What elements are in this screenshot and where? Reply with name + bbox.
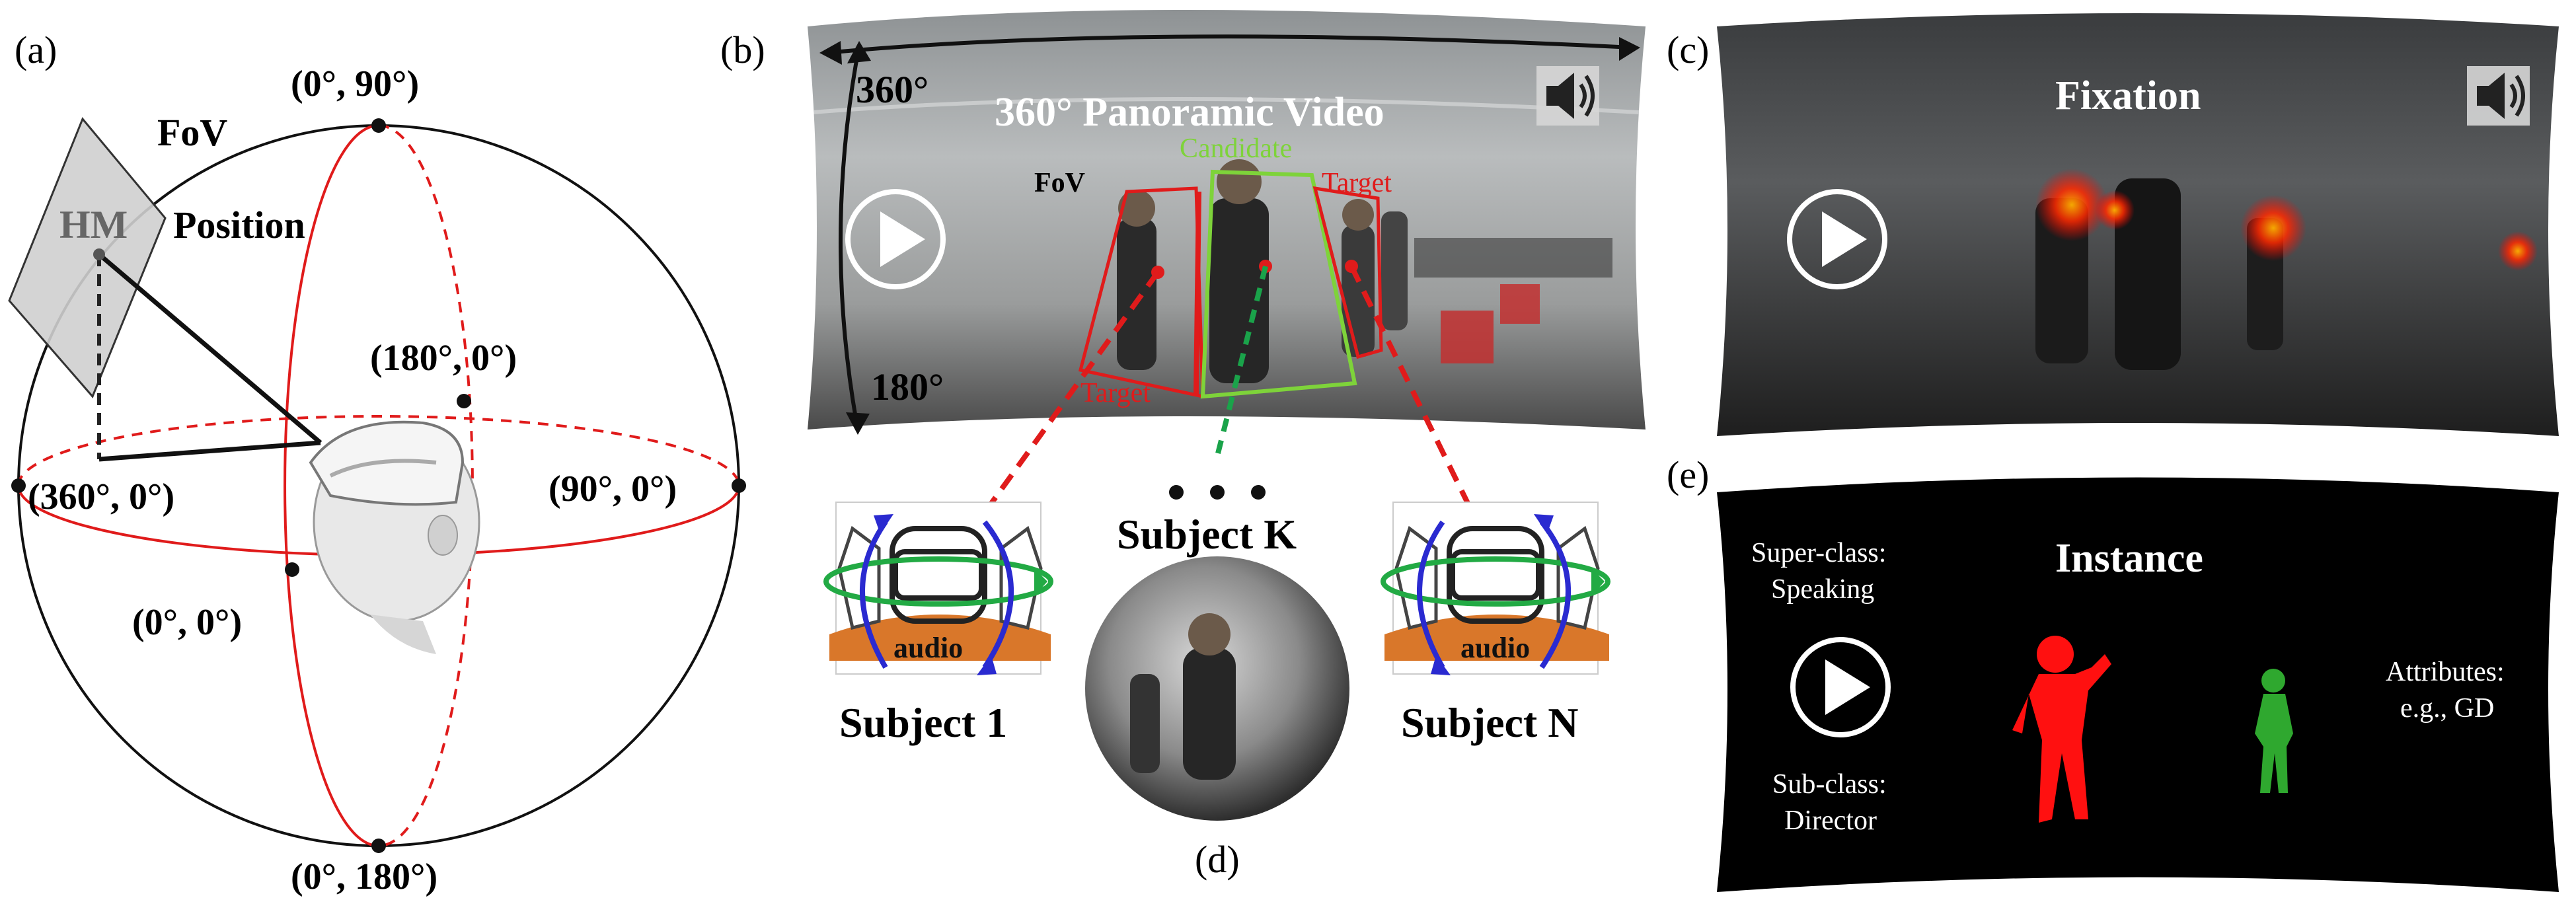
vertical-extent-label: 180° [871,365,944,408]
coord-bottom: (0°, 180°) [291,856,437,897]
sub-class-label: Sub-class: [1772,769,1887,800]
panel-c: (c) Fixation [1667,13,2559,436]
panel-a-label: (a) [15,28,57,71]
vr-headset-icon [309,420,480,654]
coord-left: (360°, 0°) [28,476,174,517]
super-class-value: Speaking [1771,574,1874,605]
panel-e-label: (e) [1667,453,1709,496]
fixation-heat-4 [2498,231,2538,271]
fixation-person-2 [2115,178,2181,370]
point-front [285,562,299,577]
fov-label: FoV [157,111,227,154]
hm-label: HM [59,203,128,246]
point-back [457,394,471,408]
hm-ray [97,252,322,445]
subject-n-label: Subject N [1401,699,1578,746]
meridian-back [378,124,474,847]
subject-1-icon: audio [823,502,1053,675]
attributes-label: Attributes: [2386,657,2505,687]
panel-b: (b) FoV Candidate Target Target [720,10,1646,746]
fixation-heat-2 [2095,190,2135,230]
panel-e: (e) Instance Super-class: Speaking Sub-c… [1667,453,2559,892]
link-subject-k [1215,266,1268,457]
fixation-heat-1 [2035,168,2108,241]
vertical-arrow-head-top [847,41,871,63]
point-top [371,118,386,133]
hm-base-line [98,440,321,462]
instance-frame[interactable] [1717,477,2559,893]
ellipsis-dot-1 [1169,485,1184,500]
horizontal-extent-label: 360° [856,68,928,111]
super-class-label: Super-class: [1751,538,1886,568]
subject-k-label: Subject K [1117,511,1297,558]
audio-label-n: audio [1460,632,1530,664]
instance-title: Instance [2055,536,2203,581]
coord-right: (90°, 0°) [549,468,677,509]
equator-back [17,415,740,486]
play-icon[interactable] [1790,637,1891,737]
ellipsis-dot-2 [1210,485,1225,500]
speaker-icon[interactable] [1536,66,1599,126]
point-bottom [371,839,386,853]
panel-d: (d) [1085,556,1349,881]
fov-border-red [1193,191,1201,396]
horizontal-arrow-head-left [819,41,842,65]
vertical-arrow-head-bottom [846,412,870,435]
attributes-value: e.g., GD [2400,693,2494,724]
fov-box-right-target [1312,186,1383,359]
position-label: Position [173,204,305,246]
fisheye-person [1183,648,1236,780]
candidate-tag: Candidate [1180,133,1292,164]
play-icon[interactable] [1787,189,1887,289]
fixation-heat-3 [2240,195,2306,261]
point-left [11,478,26,493]
candidate-box [1200,169,1357,399]
instance-mask-red [2012,636,2111,823]
coord-back: (180°, 0°) [370,338,517,379]
panel-a: (a) FoV HM Position (0° [8,28,746,897]
coord-top: (0°, 90°) [291,63,419,104]
speaker-icon[interactable] [2467,66,2530,126]
panel-c-label: (c) [1667,28,1709,71]
meridian-front [284,124,379,847]
panel-d-label: (d) [1195,838,1240,881]
fisheye-person-2 [1130,674,1160,773]
audio-label-1: audio [893,632,963,664]
vertical-extent-arrow [839,46,861,430]
horizontal-arrow-head-right [1619,37,1640,61]
target-tag-left: Target [1080,378,1151,408]
instance-mask-green [2255,669,2293,793]
subject-1-label: Subject 1 [839,699,1007,746]
play-icon[interactable] [845,189,946,289]
hm-point [93,248,105,260]
panorama-title: 360° Panoramic Video [995,90,1384,135]
subject-n-icon: audio [1381,502,1610,675]
sub-class-value: Director [1784,805,1877,836]
fisheye-person-head [1188,613,1231,655]
panel-b-label: (b) [720,28,765,71]
target-tag-right: Target [1322,168,1392,198]
ellipsis-dot-3 [1251,485,1266,500]
fov-plane [8,117,167,398]
horizontal-extent-arrow [825,34,1633,55]
fov-tag: FoV [1034,168,1085,198]
coord-front: (0°, 0°) [132,602,242,643]
point-right [732,478,746,493]
fixation-title: Fixation [2055,73,2201,118]
